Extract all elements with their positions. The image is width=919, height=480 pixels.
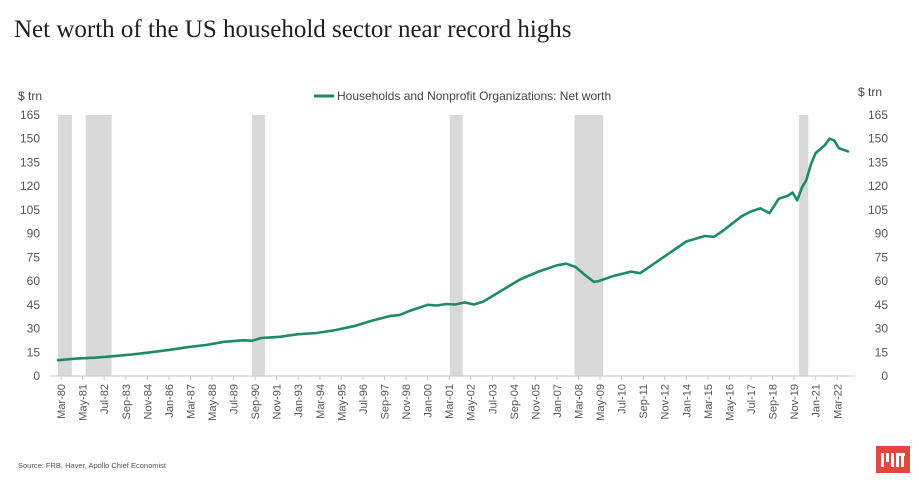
x-tick-label: Mar-80 <box>56 384 68 419</box>
recession-band <box>58 115 72 376</box>
mit-logo-icon <box>881 452 905 467</box>
x-axis-ticks: Mar-80 May-81 Jul-82 Sep-83 Nov-84 Jan-86 Mar-… <box>56 376 844 421</box>
x-tick-label: Jul-96 <box>358 384 370 414</box>
x-tick-label: Mar-87 <box>185 384 197 419</box>
recession-band <box>574 115 604 376</box>
y-tick-label-right: 90 <box>875 227 889 241</box>
x-tick-label: Sep-83 <box>121 384 133 419</box>
x-tick-label: Jan-14 <box>681 384 693 418</box>
x-tick-label: Nov-12 <box>660 384 672 419</box>
y-tick-label-left: 75 <box>27 250 41 264</box>
y-tick-label-left: 60 <box>27 274 41 288</box>
x-tick-label: Sep-04 <box>509 384 521 419</box>
x-tick-label: Sep-18 <box>768 384 780 419</box>
x-tick-label: Nov-19 <box>789 384 801 419</box>
y-axis-right-unit: $ trn <box>858 85 882 99</box>
recession-band <box>449 115 463 376</box>
x-tick-label: Sep-11 <box>638 384 650 419</box>
y-tick-label-left: 135 <box>20 155 40 169</box>
x-tick-label: Jan-07 <box>552 384 564 418</box>
x-tick-label: Sep-90 <box>250 384 262 419</box>
x-tick-label: Mar-94 <box>315 384 327 419</box>
y-tick-label-right: 150 <box>868 132 888 146</box>
page-title: Net worth of the US household sector nea… <box>14 16 572 43</box>
x-tick-label: May-95 <box>336 384 348 421</box>
x-tick-label: Nov-05 <box>530 384 542 419</box>
x-tick-label: Jan-00 <box>423 384 435 418</box>
y-tick-label-right: 165 <box>868 108 888 122</box>
x-tick-label: Jul-03 <box>487 384 499 414</box>
y-tick-label-right: 120 <box>868 179 888 193</box>
x-tick-label: Mar-08 <box>574 384 586 419</box>
y-tick-label-left: 15 <box>27 345 41 359</box>
y-tick-label-left: 165 <box>20 108 40 122</box>
y-tick-label-left: 90 <box>27 227 41 241</box>
y-tick-label-right: 15 <box>875 345 889 359</box>
recession-band <box>799 115 809 376</box>
x-tick-label: Nov-84 <box>142 384 154 419</box>
x-tick-label: May-16 <box>724 384 736 421</box>
x-tick-label: Jan-21 <box>811 384 823 418</box>
y-axis-left: 0 15 30 45 60 75 90 105 120 135 150 165 <box>20 108 40 383</box>
y-tick-label-left: 150 <box>20 132 40 146</box>
y-tick-label-right: 75 <box>875 250 889 264</box>
y-tick-label-left: 30 <box>27 322 41 336</box>
y-tick-label-left: 120 <box>20 179 40 193</box>
x-tick-label: May-81 <box>78 384 90 421</box>
y-tick-label-left: 105 <box>20 203 40 217</box>
y-tick-label-left: 0 <box>33 369 40 383</box>
y-tick-label-right: 45 <box>875 298 889 312</box>
x-tick-label: Mar-01 <box>444 384 456 419</box>
y-tick-label-right: 105 <box>868 203 888 217</box>
y-tick-label-right: 135 <box>868 155 888 169</box>
y-axis-left-unit: $ trn <box>18 89 42 103</box>
y-tick-label-left: 45 <box>27 298 41 312</box>
x-tick-label: Mar-15 <box>703 384 715 419</box>
x-tick-label: Jul-89 <box>229 384 241 414</box>
brand-logo <box>876 446 910 473</box>
x-tick-label: Jul-17 <box>746 384 758 414</box>
y-tick-label-right: 30 <box>875 322 889 336</box>
series-layer <box>56 137 850 362</box>
x-tick-label: Nov-98 <box>401 384 413 419</box>
series-line-net-worth <box>56 137 850 362</box>
recession-band <box>252 115 265 376</box>
x-tick-label: May-88 <box>207 384 219 421</box>
legend: Households and Nonprofit Organizations: … <box>314 89 611 103</box>
legend-label: Households and Nonprofit Organizations: … <box>337 89 611 103</box>
x-tick-label: Jan-93 <box>293 384 305 418</box>
recession-band <box>85 115 112 376</box>
x-tick-label: Jul-10 <box>617 384 629 414</box>
x-tick-label: Jul-82 <box>99 384 111 414</box>
x-tick-label: May-02 <box>466 384 478 421</box>
x-tick-label: Nov-91 <box>272 384 284 419</box>
y-tick-label-right: 60 <box>875 274 889 288</box>
source-note: Source: FRB, Haver, Apollo Chief Economi… <box>18 461 166 470</box>
y-tick-label-right: 0 <box>881 369 888 383</box>
x-tick-label: May-09 <box>595 384 607 421</box>
x-tick-label: Mar-22 <box>832 384 844 419</box>
x-tick-label: Jan-86 <box>164 384 176 418</box>
x-tick-label: Sep-97 <box>380 384 392 419</box>
y-axis-right: 0 15 30 45 60 75 90 105 120 135 150 165 <box>868 108 888 383</box>
recession-bands <box>58 115 809 376</box>
